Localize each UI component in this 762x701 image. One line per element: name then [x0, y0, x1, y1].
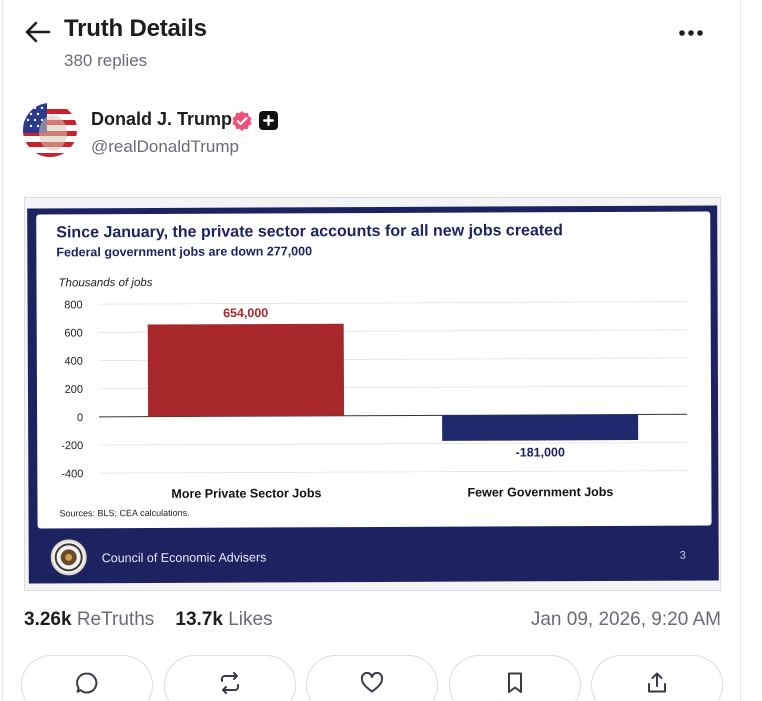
heart-icon	[360, 671, 384, 693]
category-label: Fewer Government Jobs	[467, 485, 613, 500]
chart-gridline	[98, 301, 687, 305]
likes-count: 13.7k	[175, 609, 223, 630]
arrow-left-icon	[25, 21, 51, 43]
retruth-icon	[221, 672, 239, 694]
bar-data-label: 654,000	[223, 306, 268, 320]
y-tick-label: 400	[64, 356, 82, 368]
likes-label: Likes	[228, 609, 273, 630]
author-name[interactable]: Donald J. Trump	[91, 109, 233, 129]
bookmark-icon	[508, 672, 522, 693]
y-tick-label: -400	[61, 468, 83, 480]
page-title: Truth Details	[64, 15, 207, 42]
retruths-stat[interactable]: 3.26k ReTruths	[24, 609, 154, 630]
retruth-button[interactable]	[164, 655, 296, 701]
y-tick-label: 0	[77, 412, 83, 424]
chart-slide: Since January, the private sector accoun…	[27, 205, 719, 584]
chart-bar	[147, 323, 345, 417]
cea-seal-icon	[50, 539, 87, 576]
chart-gridline	[99, 470, 688, 474]
more-options-button[interactable]	[674, 20, 708, 46]
column-border-left	[2, 0, 3, 701]
chart-panel: Since January, the private sector accoun…	[36, 211, 712, 529]
y-tick-label: 600	[64, 327, 82, 339]
share-button[interactable]	[591, 655, 723, 701]
category-label: More Private Sector Jobs	[171, 486, 321, 501]
verified-badge-icon	[232, 111, 252, 131]
share-icon	[648, 672, 666, 693]
like-button[interactable]	[306, 655, 438, 701]
chart-source-note: Sources: BLS; CEA calculations.	[59, 507, 190, 519]
reply-button[interactable]	[21, 655, 153, 701]
y-tick-label: -200	[61, 440, 83, 452]
slide-page-number: 3	[679, 549, 686, 562]
post-media-image[interactable]: Since January, the private sector accoun…	[24, 197, 721, 591]
avatar[interactable]	[23, 103, 77, 157]
column-border-right	[740, 0, 741, 701]
y-tick-label: 200	[65, 384, 83, 396]
retruths-label: ReTruths	[76, 609, 155, 630]
likes-stat[interactable]: 13.7k Likes	[175, 609, 272, 630]
post-timestamp: Jan 09, 2026, 9:20 AM	[530, 609, 721, 630]
chart-bar	[442, 414, 639, 441]
plus-badge-icon	[259, 111, 278, 130]
reply-count: 380 replies	[64, 51, 148, 70]
more-horizontal-icon	[679, 30, 703, 36]
post-stats: 3.26k ReTruths 13.7k Likes	[24, 609, 273, 631]
bar-chart: 800 600 400 200 0 -200 -400 654,000 More Private…	[61, 299, 688, 501]
retruths-count: 3.26k	[24, 609, 72, 630]
chart-gridline	[99, 442, 688, 446]
bar-data-label: -181,000	[516, 445, 565, 459]
y-tick-label: 800	[64, 299, 82, 311]
page-header: Truth Details 380 replies	[0, 0, 740, 88]
back-button[interactable]	[24, 18, 52, 46]
reply-icon	[76, 672, 98, 694]
bookmark-button[interactable]	[449, 655, 581, 701]
author-handle[interactable]: @realDonaldTrump	[91, 137, 239, 156]
slide-footer-label: Council of Economic Advisers	[101, 550, 267, 566]
